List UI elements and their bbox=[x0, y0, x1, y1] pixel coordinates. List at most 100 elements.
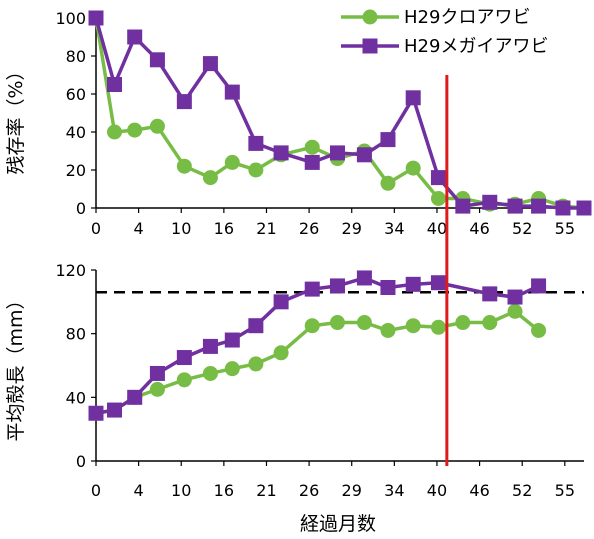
y-tick-label: 80 bbox=[66, 47, 86, 66]
y-axis-label-shell-length: 平均殻長（mm） bbox=[5, 290, 27, 441]
data-point-circle bbox=[482, 315, 498, 331]
x-tick-label: 52 bbox=[512, 481, 532, 500]
legend: H29クロアワビ H29メガイアワビ bbox=[341, 7, 548, 57]
y-tick-label: 0 bbox=[76, 452, 86, 471]
data-point-square bbox=[88, 405, 104, 421]
data-point-circle bbox=[224, 361, 240, 377]
legend-marker-circle bbox=[362, 9, 378, 25]
data-point-square bbox=[430, 275, 446, 291]
survival-rate-panel: 0 20 40 60 80 100 0 4 10 16 21 26 29 34 40 46 52 55 bbox=[55, 9, 592, 238]
data-point-square bbox=[202, 338, 218, 354]
x-tick-label: 21 bbox=[256, 481, 276, 500]
x-tick-label: 34 bbox=[384, 481, 404, 500]
data-point-circle bbox=[224, 154, 240, 170]
data-point-square bbox=[482, 286, 498, 302]
data-point-square bbox=[248, 318, 264, 334]
data-point-square bbox=[380, 280, 396, 296]
data-point-square bbox=[555, 200, 571, 216]
data-point-circle bbox=[380, 175, 396, 191]
data-point-square bbox=[149, 52, 165, 68]
data-point-circle bbox=[248, 162, 264, 178]
data-point-square bbox=[531, 198, 547, 214]
y-tick-label: 40 bbox=[66, 123, 86, 142]
data-point-square bbox=[329, 278, 345, 294]
data-point-square bbox=[576, 200, 592, 216]
data-point-square bbox=[430, 170, 446, 186]
x-tick-label: 0 bbox=[91, 219, 101, 238]
data-point-square bbox=[405, 90, 421, 106]
x-tick-label: 16 bbox=[214, 481, 234, 500]
legend-marker-square bbox=[362, 38, 378, 54]
data-point-square bbox=[507, 198, 523, 214]
data-point-circle bbox=[507, 303, 523, 319]
data-point-square bbox=[176, 350, 192, 366]
y-tick-label: 40 bbox=[66, 388, 86, 407]
x-tick-label: 40 bbox=[427, 481, 447, 500]
data-point-circle bbox=[380, 322, 396, 338]
data-point-square bbox=[507, 289, 523, 305]
data-point-square bbox=[273, 294, 289, 310]
x-axis-label: 経過月数 bbox=[300, 513, 376, 535]
data-point-circle bbox=[107, 124, 123, 140]
x-tick-label: 4 bbox=[134, 481, 144, 500]
data-point-square bbox=[482, 194, 498, 210]
x-tick-label: 29 bbox=[342, 219, 362, 238]
y-tick-label: 80 bbox=[66, 325, 86, 344]
data-point-square bbox=[356, 270, 372, 286]
y-tick-label: 100 bbox=[55, 9, 86, 28]
data-point-circle bbox=[430, 191, 446, 206]
legend-entry-label: H29メガイアワビ bbox=[404, 36, 548, 57]
y-tick-label: 60 bbox=[66, 85, 86, 104]
data-point-square bbox=[107, 77, 123, 92]
x-tick-label: 55 bbox=[555, 481, 575, 500]
x-tick-label: 21 bbox=[256, 219, 276, 238]
y-axis-label-survival: 残存率（%） bbox=[5, 61, 27, 174]
data-point-square bbox=[380, 132, 396, 148]
x-tick-label: 26 bbox=[299, 481, 319, 500]
x-tick-label: 10 bbox=[171, 219, 191, 238]
data-point-square bbox=[202, 56, 218, 72]
x-tick-label: 26 bbox=[299, 219, 319, 238]
data-point-square bbox=[248, 135, 264, 151]
data-point-circle bbox=[176, 372, 192, 388]
data-point-square bbox=[149, 365, 165, 381]
data-point-circle bbox=[149, 381, 165, 397]
data-point-square bbox=[176, 94, 192, 110]
data-point-square bbox=[273, 145, 289, 161]
data-point-circle bbox=[176, 158, 192, 174]
data-point-circle bbox=[430, 319, 446, 335]
data-point-square bbox=[107, 402, 123, 418]
data-point-square bbox=[224, 84, 240, 100]
x-tick-label: 29 bbox=[342, 481, 362, 500]
y-tick-label: 120 bbox=[55, 261, 86, 280]
data-point-circle bbox=[455, 315, 471, 331]
x-tick-label: 55 bbox=[555, 219, 575, 238]
y-tick-label: 0 bbox=[76, 199, 86, 218]
data-point-circle bbox=[304, 139, 320, 155]
data-point-circle bbox=[202, 365, 218, 381]
data-point-circle bbox=[304, 318, 320, 334]
x-tick-label: 46 bbox=[469, 481, 489, 500]
data-point-circle bbox=[149, 118, 165, 134]
data-point-square bbox=[356, 147, 372, 163]
data-point-circle bbox=[405, 160, 421, 176]
data-point-circle bbox=[273, 345, 289, 361]
x-tick-label: 46 bbox=[469, 219, 489, 238]
data-point-circle bbox=[248, 356, 264, 372]
x-tick-label: 52 bbox=[512, 219, 532, 238]
legend-entry-label: H29クロアワビ bbox=[404, 7, 530, 28]
data-point-circle bbox=[356, 315, 372, 331]
x-tick-label: 4 bbox=[134, 219, 144, 238]
x-tick-label: 0 bbox=[91, 481, 101, 500]
data-point-circle bbox=[127, 122, 143, 138]
data-point-square bbox=[127, 29, 143, 45]
shell-length-panel: 0 40 80 120 0 4 10 16 21 26 29 34 40 46 52 55 bbox=[55, 261, 584, 500]
data-point-circle bbox=[202, 170, 218, 186]
data-point-circle bbox=[329, 315, 345, 331]
data-point-square bbox=[304, 154, 320, 170]
x-tick-label: 34 bbox=[384, 219, 404, 238]
x-tick-label: 40 bbox=[427, 219, 447, 238]
y-tick-label: 20 bbox=[66, 161, 86, 180]
data-point-square bbox=[405, 276, 421, 292]
